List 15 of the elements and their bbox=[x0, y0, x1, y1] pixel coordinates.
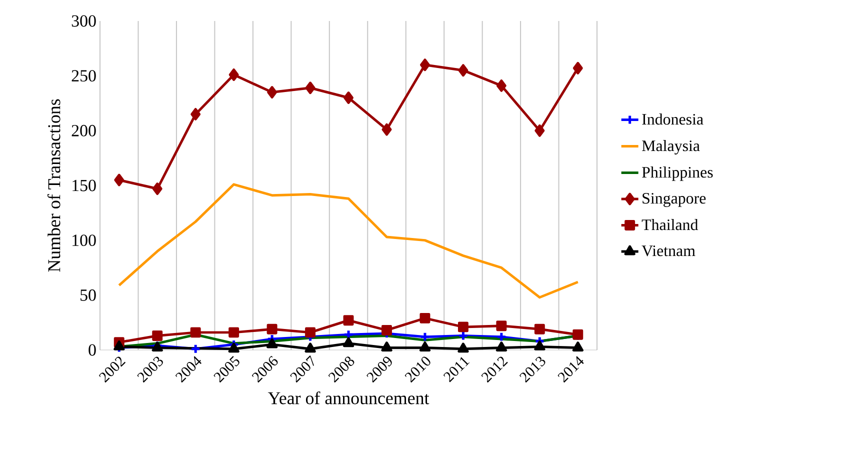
y-tick-label: 200 bbox=[72, 124, 96, 136]
y-tick-label: 100 bbox=[72, 234, 96, 246]
x-axis-title: Year of announcement bbox=[268, 391, 430, 404]
legend-label: Thailand bbox=[642, 218, 698, 230]
legend-label: Indonesia bbox=[642, 113, 704, 125]
legend-label: Vietnam bbox=[642, 245, 696, 256]
y-tick-label: 300 bbox=[72, 15, 96, 27]
y-tick-label: 250 bbox=[72, 70, 96, 82]
y-tick-label: 150 bbox=[72, 180, 96, 192]
legend-label: Singapore bbox=[642, 192, 706, 207]
y-tick-label: 0 bbox=[88, 344, 96, 356]
legend-label: Malaysia bbox=[642, 140, 700, 154]
y-axis-title: Number of Transactions bbox=[47, 99, 60, 272]
y-tick-label: 50 bbox=[80, 289, 96, 301]
legend-label: Philippines bbox=[642, 166, 713, 181]
